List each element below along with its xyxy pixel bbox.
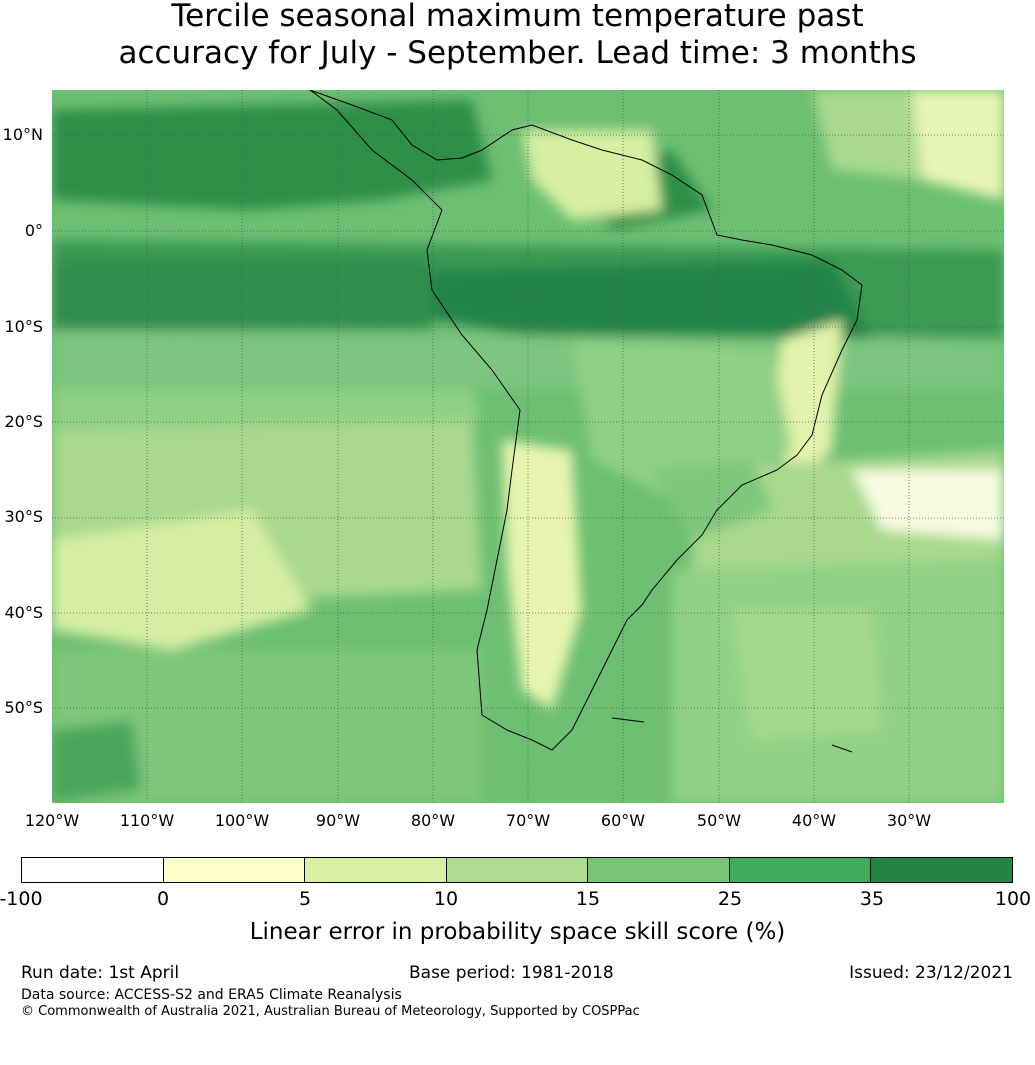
map-canvas	[52, 90, 1004, 803]
colorbar-tick-label: 25	[717, 888, 743, 910]
lon-label-80w: 80°W	[410, 811, 456, 830]
issued-date: Issued: 23/12/2021	[849, 963, 1013, 983]
lon-label-50w: 50°W	[696, 811, 742, 830]
lat-label-30s: 30°S	[4, 507, 43, 526]
map-title-line-1: Tercile seasonal maximum temperature pas…	[171, 0, 864, 34]
lat-label-40s: 40°S	[4, 603, 43, 622]
lon-label-110w: 110°W	[119, 811, 175, 830]
colorbar-label: Linear error in probability space skill …	[249, 919, 786, 945]
colorbar	[21, 857, 1013, 883]
map-title-line-2: accuracy for July - September. Lead time…	[118, 35, 917, 71]
colorbar-segment	[729, 858, 872, 882]
lon-label-90w: 90°W	[315, 811, 361, 830]
colorbar-tick-label: 10	[433, 888, 459, 910]
coastline	[309, 90, 863, 753]
colorbar-segment	[871, 858, 1013, 882]
colorbar-tick-label: 0	[156, 888, 170, 910]
lon-label-70w: 70°W	[505, 811, 551, 830]
lat-label-10n: 10°N	[2, 125, 43, 144]
colorbar-tick-label: 100	[994, 888, 1032, 910]
base-period: Base period: 1981-2018	[409, 963, 614, 983]
data-source: Data source: ACCESS-S2 and ERA5 Climate …	[21, 987, 402, 1003]
colorbar-segment	[446, 858, 589, 882]
colorbar-tick-label: 35	[859, 888, 885, 910]
lon-label-30w: 30°W	[886, 811, 932, 830]
run-date: Run date: 1st April	[21, 963, 180, 983]
lat-label-20s: 20°S	[4, 412, 43, 431]
lon-label-120w: 120°W	[24, 811, 80, 830]
colorbar-segment	[22, 858, 164, 882]
colorbar-tick-label: 5	[298, 888, 312, 910]
lon-label-100w: 100°W	[214, 811, 270, 830]
lat-label-0: 0°	[24, 221, 43, 240]
skill-score-map	[52, 90, 1004, 803]
colorbar-tick-label: -100	[0, 888, 43, 910]
lat-label-50s: 50°S	[4, 698, 43, 717]
colorbar-segment	[163, 858, 306, 882]
lat-label-10s: 10°S	[4, 317, 43, 336]
lon-label-60w: 60°W	[600, 811, 646, 830]
colorbar-segment	[588, 858, 730, 882]
lon-label-40w: 40°W	[791, 811, 837, 830]
colorbar-tick-label: 15	[575, 888, 601, 910]
graticule	[52, 90, 1004, 803]
colorbar-segment	[305, 858, 447, 882]
copyright: © Commonwealth of Australia 2021, Austra…	[21, 1004, 640, 1019]
